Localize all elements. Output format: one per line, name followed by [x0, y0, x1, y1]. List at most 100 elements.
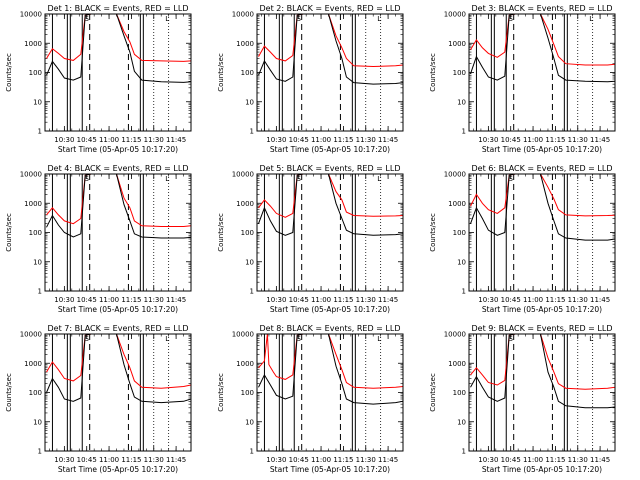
y-tick-label: 10000	[444, 171, 466, 179]
x-tick-label: 10:45	[289, 136, 309, 144]
time-marker-label: L	[377, 175, 381, 183]
events-series-line	[46, 174, 191, 239]
plot-frame	[44, 173, 192, 292]
y-tick-label: 10	[457, 98, 466, 106]
events-series-line	[46, 14, 191, 83]
time-marker-label: S	[296, 335, 301, 343]
time-marker-label: S	[508, 175, 513, 183]
chart-title: Det 1: BLACK = Events, RED = LLD	[48, 4, 189, 13]
y-tick-label: 100	[453, 69, 466, 77]
x-tick-label: 11:00	[523, 456, 543, 464]
y-tick-label: 1	[462, 128, 466, 136]
x-tick-label: 11:45	[378, 136, 398, 144]
x-axis-label: Start Time (05-Apr-05 10:17:20)	[482, 145, 602, 154]
lld-series-line	[470, 174, 615, 217]
x-tick-label: 11:15	[333, 136, 353, 144]
x-tick-label: 11:15	[121, 456, 141, 464]
x-axis-label: Start Time (05-Apr-05 10:17:20)	[270, 305, 390, 314]
time-marker-label: L	[165, 175, 169, 183]
x-tick-label: 11:45	[590, 136, 610, 144]
y-tick-label: 100	[241, 69, 254, 77]
x-tick-label: 11:15	[121, 136, 141, 144]
plot-frame	[468, 173, 616, 292]
y-axis-label: Counts/sec	[429, 213, 437, 252]
x-tick-label: 11:30	[568, 136, 588, 144]
x-tick-label: 11:30	[144, 136, 164, 144]
y-tick-label: 10	[33, 418, 42, 426]
x-axis-label: Start Time (05-Apr-05 10:17:20)	[482, 465, 602, 474]
chart-panel-1: Det 1: BLACK = Events, RED = LLD Counts/s…	[5, 4, 192, 154]
chart-panel-2: Det 2: BLACK = Events, RED = LLD Counts/s…	[217, 4, 404, 154]
chart-panel-5: Det 5: BLACK = Events, RED = LLD Counts/s…	[217, 164, 404, 314]
chart-title: Det 7: BLACK = Events, RED = LLD	[48, 324, 189, 333]
y-tick-label: 100	[453, 389, 466, 397]
x-tick-label: 11:15	[333, 456, 353, 464]
x-tick-label: 10:45	[289, 296, 309, 304]
chart-panel-7: Det 7: BLACK = Events, RED = LLD Counts/s…	[5, 324, 192, 474]
y-axis-label: Counts/sec	[217, 373, 225, 412]
x-tick-label: 11:00	[311, 136, 331, 144]
y-axis-label: Counts/sec	[429, 53, 437, 92]
chart-title: Det 2: BLACK = Events, RED = LLD	[260, 4, 401, 13]
x-tick-label: 11:30	[144, 456, 164, 464]
y-axis-label: Counts/sec	[217, 213, 225, 252]
y-tick-label: 1000	[24, 200, 42, 208]
x-tick-label: 10:45	[77, 456, 97, 464]
time-marker-label: L	[589, 335, 593, 343]
x-tick-label: 11:15	[121, 296, 141, 304]
y-tick-label: 100	[241, 229, 254, 237]
y-tick-label: 10	[33, 98, 42, 106]
x-tick-label: 11:00	[523, 136, 543, 144]
y-tick-label: 1000	[448, 360, 466, 368]
x-tick-label: 10:45	[289, 456, 309, 464]
x-axis-label: Start Time (05-Apr-05 10:17:20)	[482, 305, 602, 314]
x-tick-label: 10:30	[54, 296, 74, 304]
chart-title: Det 4: BLACK = Events, RED = LLD	[48, 164, 189, 173]
y-tick-label: 1	[250, 128, 254, 136]
y-tick-label: 1000	[448, 200, 466, 208]
x-tick-label: 10:45	[77, 296, 97, 304]
x-tick-label: 11:45	[378, 456, 398, 464]
lld-series-line	[470, 334, 615, 390]
time-marker-label: L	[165, 335, 169, 343]
events-series-line	[470, 14, 615, 83]
events-series-line	[258, 174, 403, 236]
y-tick-label: 1000	[24, 40, 42, 48]
x-axis-label: Start Time (05-Apr-05 10:17:20)	[58, 145, 178, 154]
time-marker-label: S	[84, 335, 89, 343]
x-tick-label: 11:00	[523, 296, 543, 304]
x-tick-label: 11:45	[166, 136, 186, 144]
x-tick-label: 10:30	[266, 136, 286, 144]
x-tick-label: 10:30	[266, 296, 286, 304]
x-tick-label: 11:00	[99, 456, 119, 464]
y-tick-label: 1000	[24, 360, 42, 368]
lld-series-line	[258, 174, 403, 218]
plot-frame	[256, 173, 404, 292]
time-marker-label: S	[296, 15, 301, 23]
x-tick-label: 11:45	[378, 296, 398, 304]
x-tick-label: 10:30	[54, 136, 74, 144]
lld-series-line	[470, 14, 615, 66]
x-axis-label: Start Time (05-Apr-05 10:17:20)	[58, 305, 178, 314]
time-marker-label: L	[589, 15, 593, 23]
x-tick-label: 10:45	[501, 296, 521, 304]
y-tick-label: 1	[462, 288, 466, 296]
x-tick-label: 11:30	[356, 296, 376, 304]
x-tick-label: 11:30	[356, 456, 376, 464]
chart-title: Det 8: BLACK = Events, RED = LLD	[260, 324, 401, 333]
x-tick-label: 11:45	[590, 456, 610, 464]
x-tick-label: 11:00	[99, 296, 119, 304]
x-tick-label: 10:30	[478, 456, 498, 464]
y-tick-label: 1000	[236, 360, 254, 368]
events-series-line	[470, 174, 615, 241]
x-tick-label: 11:15	[333, 296, 353, 304]
x-tick-label: 10:30	[478, 296, 498, 304]
x-tick-label: 10:30	[54, 456, 74, 464]
x-tick-label: 11:00	[311, 296, 331, 304]
y-tick-label: 10000	[232, 171, 254, 179]
y-tick-label: 1	[250, 288, 254, 296]
time-marker-label: L	[589, 175, 593, 183]
events-series-line	[470, 334, 615, 409]
y-tick-label: 100	[241, 389, 254, 397]
